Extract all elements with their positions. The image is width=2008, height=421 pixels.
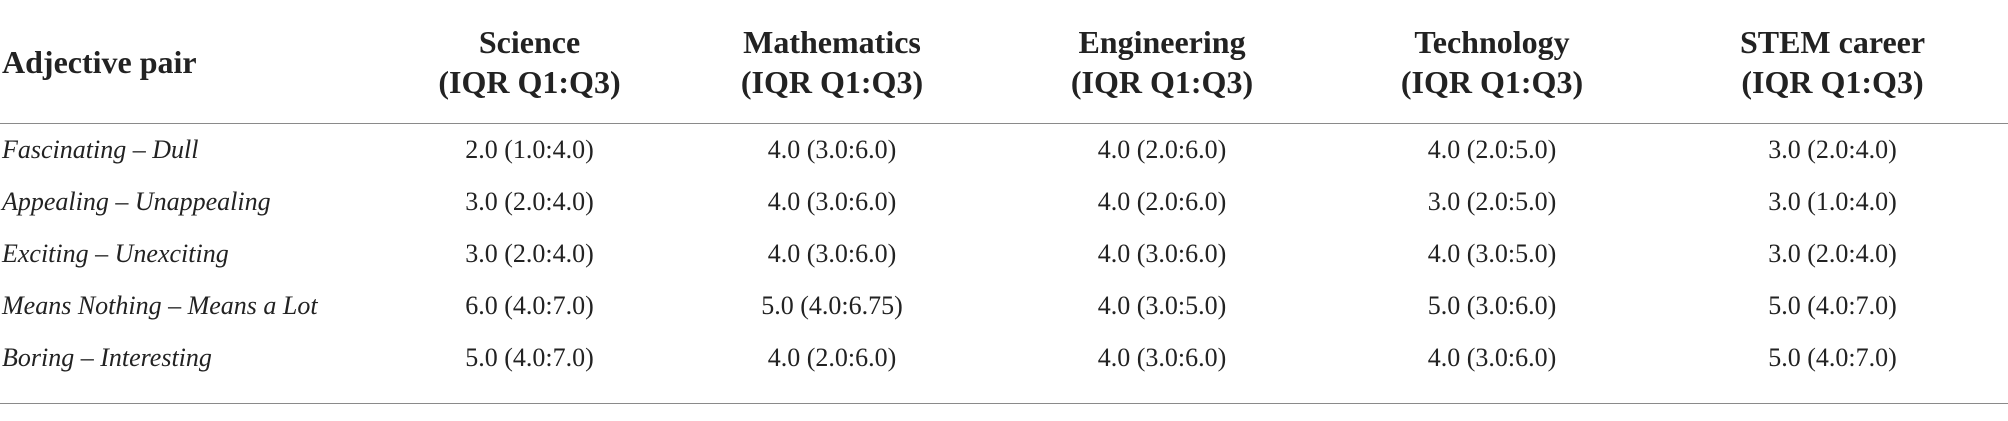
table-cell: 4.0 (3.0:6.0)	[767, 135, 897, 164]
header-row: Adjective pair Science (IQR Q1:Q3) Mathe…	[0, 0, 2008, 124]
column-header-stem-career: STEM career (IQR Q1:Q3)	[1657, 0, 2008, 124]
data-table: Adjective pair Science (IQR Q1:Q3) Mathe…	[0, 0, 2008, 385]
column-header-title: Mathematics	[743, 23, 921, 60]
table-bottom-rule	[0, 403, 2008, 404]
column-header-subtitle: (IQR Q1:Q3)	[1741, 63, 1924, 100]
column-header-technology: Technology (IQR Q1:Q3)	[1327, 0, 1657, 124]
table-cell: 4.0 (3.0:5.0)	[1427, 239, 1557, 268]
table-cell: 4.0 (3.0:5.0)	[1097, 291, 1227, 320]
table-cell: 5.0 (4.0:7.0)	[1768, 291, 1897, 320]
table-row: Appealing – Unappealing 3.0 (2.0:4.0) 4.…	[0, 176, 2008, 228]
column-header-subtitle: (IQR Q1:Q3)	[438, 63, 621, 100]
table-cell: 3.0 (1.0:4.0)	[1768, 187, 1897, 216]
table-row: Boring – Interesting 5.0 (4.0:7.0) 4.0 (…	[0, 332, 2008, 384]
row-label: Fascinating – Dull	[2, 135, 199, 164]
table-cell: 4.0 (3.0:6.0)	[1097, 343, 1227, 372]
column-header-subtitle: (IQR Q1:Q3)	[1400, 63, 1584, 100]
table-cell: 3.0 (2.0:5.0)	[1427, 187, 1557, 216]
row-label: Exciting – Unexciting	[2, 239, 229, 268]
table-row: Means Nothing – Means a Lot 6.0 (4.0:7.0…	[0, 280, 2008, 332]
row-label: Boring – Interesting	[2, 343, 212, 372]
table-cell: 3.0 (2.0:4.0)	[465, 187, 594, 216]
table-cell: 5.0 (4.0:7.0)	[465, 343, 594, 372]
column-header-text: Adjective pair	[2, 43, 197, 80]
table-cell: 3.0 (2.0:4.0)	[1768, 135, 1897, 164]
table-cell: 4.0 (3.0:6.0)	[1097, 239, 1227, 268]
table-cell: 4.0 (2.0:6.0)	[1097, 135, 1227, 164]
table-cell: 4.0 (3.0:6.0)	[1427, 343, 1557, 372]
column-header-adjective-pair: Adjective pair	[0, 0, 392, 124]
table-cell: 2.0 (1.0:4.0)	[465, 135, 594, 164]
row-label: Means Nothing – Means a Lot	[2, 291, 318, 320]
table-cell: 6.0 (4.0:7.0)	[465, 291, 594, 320]
table-cell: 4.0 (2.0:5.0)	[1427, 135, 1557, 164]
table-cell: 4.0 (3.0:6.0)	[767, 239, 897, 268]
column-header-engineering: Engineering (IQR Q1:Q3)	[997, 0, 1327, 124]
table-cell: 3.0 (2.0:4.0)	[1768, 239, 1897, 268]
table-row: Fascinating – Dull 2.0 (1.0:4.0) 4.0 (3.…	[0, 124, 2008, 177]
column-header-subtitle: (IQR Q1:Q3)	[740, 63, 924, 100]
column-header-title: Science	[478, 23, 581, 60]
table-cell: 4.0 (2.0:6.0)	[767, 343, 897, 372]
table-body: Fascinating – Dull 2.0 (1.0:4.0) 4.0 (3.…	[0, 124, 2008, 385]
column-header-subtitle: (IQR Q1:Q3)	[1070, 63, 1254, 100]
column-header-title: Technology	[1414, 23, 1570, 60]
column-header-title: STEM career	[1739, 23, 1926, 60]
table-header: Adjective pair Science (IQR Q1:Q3) Mathe…	[0, 0, 2008, 124]
table-cell: 5.0 (4.0:7.0)	[1768, 343, 1897, 372]
column-header-science: Science (IQR Q1:Q3)	[392, 0, 667, 124]
column-header-mathematics: Mathematics (IQR Q1:Q3)	[667, 0, 997, 124]
table-cell: 5.0 (3.0:6.0)	[1427, 291, 1557, 320]
table-cell: 5.0 (4.0:6.75)	[761, 291, 903, 320]
row-label: Appealing – Unappealing	[2, 187, 271, 216]
table-row: Exciting – Unexciting 3.0 (2.0:4.0) 4.0 …	[0, 228, 2008, 280]
table-cell: 3.0 (2.0:4.0)	[465, 239, 594, 268]
column-header-title: Engineering	[1078, 23, 1246, 60]
table-cell: 4.0 (3.0:6.0)	[767, 187, 897, 216]
table-cell: 4.0 (2.0:6.0)	[1097, 187, 1227, 216]
